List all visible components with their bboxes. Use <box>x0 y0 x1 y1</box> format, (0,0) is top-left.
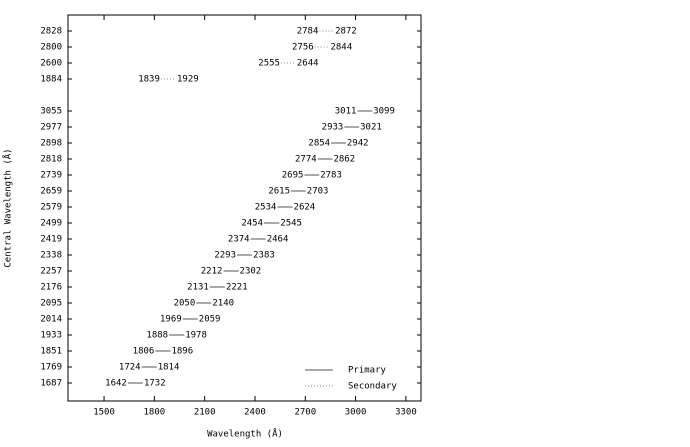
x-tick-label: 3300 <box>395 408 417 418</box>
x-axis-title: Wavelength (Å) <box>207 428 283 440</box>
y-tick-label: 2338 <box>40 251 62 261</box>
range-end-label: 2862 <box>333 155 355 165</box>
range-start-label: 2615 <box>268 187 290 197</box>
range-start-label: 2534 <box>255 203 277 213</box>
range-start-label: 1724 <box>119 363 141 373</box>
range-end-label: 2644 <box>297 59 319 69</box>
range-start-label: 2784 <box>297 27 319 37</box>
x-tick-label: 3000 <box>345 408 367 418</box>
y-tick-label: 1851 <box>40 347 62 357</box>
range-start-label: 2933 <box>322 123 344 133</box>
y-tick-label: 2800 <box>40 43 62 53</box>
range-end-label: 1929 <box>177 75 199 85</box>
range-end-label: 1732 <box>144 379 166 389</box>
y-tick-label: 2579 <box>40 203 62 213</box>
range-start-label: 2374 <box>228 235 250 245</box>
range-end-label: 1814 <box>158 363 180 373</box>
x-tick-label: 2100 <box>194 408 216 418</box>
range-end-label: 2221 <box>226 283 248 293</box>
range-end-label: 2464 <box>267 235 289 245</box>
range-end-label: 3021 <box>360 123 382 133</box>
legend-label: Secondary <box>348 382 397 392</box>
x-tick-label: 2400 <box>244 408 266 418</box>
range-start-label: 2131 <box>187 283 209 293</box>
y-tick-label: 2176 <box>40 283 62 293</box>
y-tick-label: 2499 <box>40 219 62 229</box>
y-tick-label: 2257 <box>40 267 62 277</box>
range-end-label: 2783 <box>320 171 342 181</box>
x-tick-label: 2700 <box>294 408 316 418</box>
range-start-label: 2756 <box>292 43 314 53</box>
range-end-label: 2844 <box>330 43 352 53</box>
y-tick-label: 2659 <box>40 187 62 197</box>
y-tick-label: 2898 <box>40 139 62 149</box>
plot-frame <box>67 14 422 402</box>
y-tick-label: 2014 <box>40 315 62 325</box>
y-tick-label: 2600 <box>40 59 62 69</box>
range-start-label: 2555 <box>258 59 280 69</box>
y-tick-label: 2739 <box>40 171 62 181</box>
range-start-label: 2854 <box>308 139 330 149</box>
range-start-label: 2695 <box>282 171 304 181</box>
range-start-label: 2774 <box>295 155 317 165</box>
range-start-label: 2454 <box>241 219 263 229</box>
y-tick-label: 2818 <box>40 155 62 165</box>
x-tick-label: 1800 <box>144 408 166 418</box>
y-tick-label: 2095 <box>40 299 62 309</box>
range-start-label: 1969 <box>160 315 182 325</box>
range-end-label: 3099 <box>373 107 395 117</box>
range-end-label: 2383 <box>253 251 275 261</box>
y-tick-label: 2419 <box>40 235 62 245</box>
legend-label: Primary <box>348 366 387 376</box>
range-start-label: 1806 <box>133 347 155 357</box>
y-tick-label: 2828 <box>40 27 62 37</box>
range-start-label: 2212 <box>201 267 223 277</box>
range-end-label: 2140 <box>212 299 234 309</box>
y-tick-label: 1933 <box>40 331 62 341</box>
range-start-label: 1839 <box>138 75 160 85</box>
y-tick-label: 1884 <box>40 75 62 85</box>
range-end-label: 2624 <box>294 203 316 213</box>
y-tick-label: 1769 <box>40 363 62 373</box>
range-end-label: 2942 <box>347 139 369 149</box>
range-end-label: 2703 <box>307 187 329 197</box>
range-end-label: 2302 <box>240 267 262 277</box>
y-axis-title: Central Wavelength (Å) <box>2 148 14 267</box>
range-start-label: 3011 <box>335 107 357 117</box>
range-start-label: 1888 <box>146 331 168 341</box>
range-end-label: 1896 <box>171 347 193 357</box>
range-end-label: 2059 <box>199 315 221 325</box>
range-end-label: 2545 <box>280 219 302 229</box>
y-tick-label: 1687 <box>40 379 62 389</box>
range-start-label: 2293 <box>214 251 236 261</box>
y-tick-label: 2977 <box>40 123 62 133</box>
range-end-label: 2872 <box>335 27 357 37</box>
y-tick-label: 3055 <box>40 107 62 117</box>
range-start-label: 1642 <box>105 379 127 389</box>
range-end-label: 1978 <box>185 331 207 341</box>
range-start-label: 2050 <box>174 299 196 309</box>
x-tick-label: 1500 <box>93 408 115 418</box>
